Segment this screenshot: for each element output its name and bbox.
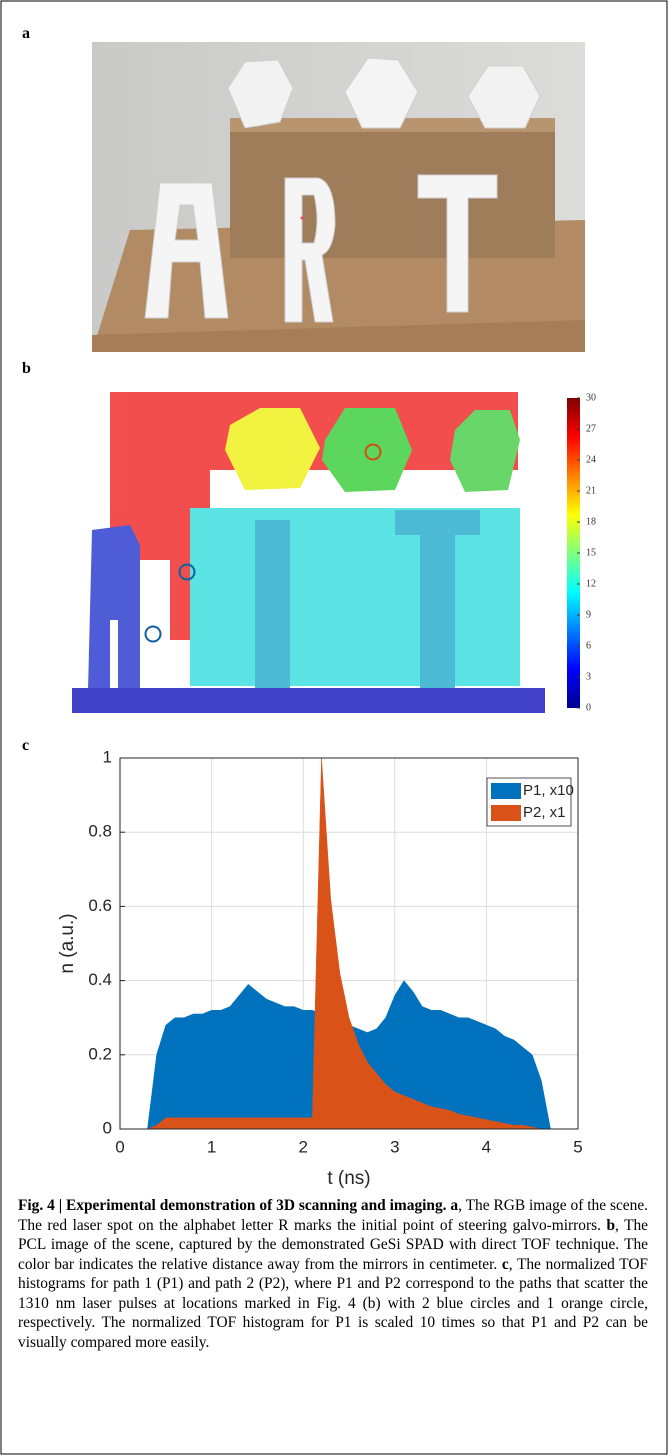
colorbar-tick-label: 6 bbox=[586, 640, 591, 651]
y-axis-label: n (a.u.) bbox=[57, 913, 78, 973]
caption-text: , The PCL image of the scene, captured b… bbox=[18, 1216, 648, 1273]
histogram-area bbox=[147, 757, 551, 1130]
colorbar bbox=[567, 398, 580, 708]
y-tick-label: 1 bbox=[103, 747, 112, 766]
colorbar-tick-label: 24 bbox=[586, 454, 596, 465]
caption-text: , The RGB image of the scene. The red la… bbox=[18, 1197, 649, 1234]
colorbar-tick-label: 12 bbox=[586, 578, 596, 589]
panel-label: c bbox=[22, 737, 29, 754]
caption-label: c bbox=[501, 1255, 509, 1273]
y-tick-label: 0.6 bbox=[88, 896, 112, 915]
x-tick-label: 0 bbox=[115, 1137, 124, 1156]
colorbar-tick-label: 27 bbox=[586, 423, 596, 434]
x-tick-label: 2 bbox=[298, 1137, 307, 1156]
marker-circle bbox=[178, 563, 196, 581]
panel-label: a bbox=[22, 25, 30, 42]
colorbar-tick-label: 3 bbox=[586, 671, 591, 682]
colorbar-tick-label: 15 bbox=[586, 547, 596, 558]
panel-label: b bbox=[22, 360, 31, 377]
marker-circle bbox=[364, 443, 382, 461]
legend-swatch bbox=[491, 805, 521, 821]
x-tick-label: 3 bbox=[390, 1137, 399, 1156]
point-cloud bbox=[72, 392, 545, 713]
colorbar-tick-label: 21 bbox=[586, 485, 596, 496]
colorbar-ticks: 0 3 6 9 12 15 18 21 24 27 30 bbox=[577, 392, 596, 713]
legend-label: P1, x10 bbox=[523, 782, 574, 799]
photo bbox=[92, 42, 585, 352]
legend-swatch bbox=[491, 783, 521, 799]
y-tick-label: 0.4 bbox=[88, 970, 112, 989]
colorbar-tick-label: 9 bbox=[586, 609, 591, 620]
x-tick-label: 4 bbox=[482, 1137, 491, 1156]
colorbar-tick-label: 0 bbox=[586, 702, 591, 713]
caption-text: , The normalized TOF histograms for path… bbox=[18, 1255, 648, 1351]
caption-title: Fig. 4 | Experimental demonstration of 3… bbox=[18, 1197, 459, 1214]
colorbar-tick-label: 30 bbox=[586, 392, 596, 403]
x-axis-label: t (ns) bbox=[327, 1168, 370, 1189]
y-tick-label: 0.8 bbox=[88, 822, 112, 841]
y-tick-label: 0.2 bbox=[88, 1044, 112, 1063]
marker-circle bbox=[144, 625, 162, 643]
x-tick-label: 5 bbox=[573, 1137, 582, 1156]
legend-label: P2, x1 bbox=[523, 804, 566, 821]
histogram-chart: 0 1 2 3 4 5 0 0.2 0.4 0.6 0.8 1 t (ns) n (a.u.) P1, x1… bbox=[57, 747, 583, 1189]
caption-label: b bbox=[606, 1216, 615, 1234]
caption: Fig. 4 | Experimental demonstration of 3… bbox=[18, 1196, 648, 1352]
y-tick-label: 0 bbox=[103, 1118, 112, 1137]
colorbar-tick-label: 18 bbox=[586, 516, 596, 527]
axes-box bbox=[119, 757, 579, 1130]
x-tick-label: 1 bbox=[207, 1137, 216, 1156]
